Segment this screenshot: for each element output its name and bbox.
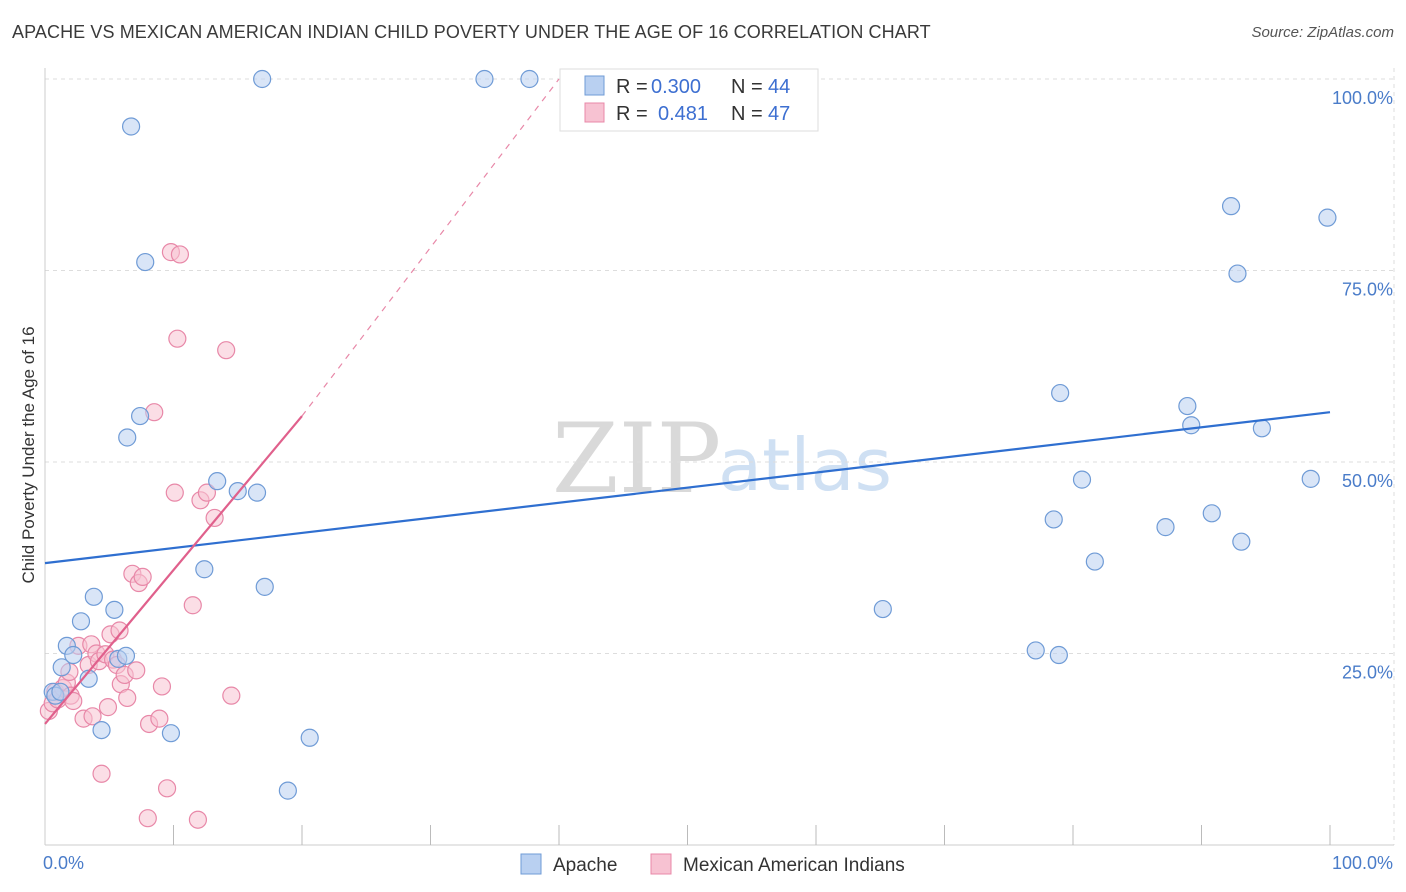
y-tick-label-1: 50.0% [1342,471,1393,491]
apache-point-37 [1182,416,1201,435]
apache-point-18 [195,560,214,579]
mexican-point-17 [98,698,118,717]
apache-point-3 [52,658,71,677]
apache-point-21 [247,483,267,502]
legend-r-value-mexican: 0.481 [658,103,708,125]
apache-point-32 [1085,552,1104,571]
mexican-point-26 [127,661,146,680]
mexican-point-21 [110,621,129,640]
mexican-point-36 [165,483,184,502]
apache-point-29 [1044,510,1063,529]
legend-swatch-apache [584,75,605,96]
apache-point-5 [64,645,83,665]
apache-point-39 [1221,197,1241,216]
legend-n-value-mexican: 47 [768,103,790,125]
apache-point-30 [1051,383,1070,403]
mexican-point-32 [150,709,169,728]
chart-source: Source: ZipAtlas.com [1251,24,1394,41]
apache-point-33 [1026,641,1045,660]
apache-point-40 [1228,264,1247,283]
apache-point-17 [161,724,181,743]
apache-point-6 [71,612,91,631]
mexican-point-46 [83,707,102,726]
legend-n-value-apache: 44 [768,76,790,98]
apache-point-36 [1178,396,1197,416]
apache-point-26 [475,69,494,89]
mexican-point-43 [205,508,224,528]
apache-point-2 [51,682,70,701]
bottom-legend-label-mexican: Mexican American Indians [683,855,905,876]
bottom-legend-swatch-mexican [650,853,672,875]
y-tick-label-3: 100.0% [1332,88,1393,108]
x-ticks: 0.0% 100.0% [43,853,1393,873]
trend-line-mexican [44,415,303,725]
apache-point-31 [1072,470,1092,489]
correlation-legend: R = 0.300 N = 44 R = 0.481 N = 47 [559,68,819,132]
series-legend: Apache Mexican American Indians [520,853,905,876]
legend-n-label-apache: N = [731,76,763,98]
watermark-zip: ZIP [552,403,721,515]
x-tick-label-1: 100.0% [1332,853,1393,873]
apache-point-19 [208,472,227,491]
mexican-point-33 [152,677,172,696]
mexican-point-24 [118,688,137,708]
y-tick-label-0: 25.0% [1342,663,1393,683]
mexican-point-38 [170,245,190,264]
mexican-point-28 [133,567,152,587]
y-axis-label: Child Poverty Under the Age of 16 [19,326,38,583]
apache-point-28 [873,599,892,619]
trend-line-apache [44,411,1331,565]
apache-point-14 [121,117,141,136]
mexican-point-44 [217,341,236,360]
apache-point-22 [253,69,272,89]
apache-point-38 [1202,504,1221,523]
apache-point-44 [1318,208,1337,227]
mexican-point-29 [138,809,157,828]
apache-point-15 [130,406,150,426]
apache-point-9 [92,720,111,740]
apache-point-42 [1252,419,1271,438]
apache-point-23 [255,577,274,596]
legend-r-label-mexican: R = [616,103,648,125]
mexican-point-37 [168,329,187,348]
apache-point-8 [84,587,103,606]
watermark: ZIP atlas [552,403,892,515]
apache-point-27 [520,69,539,89]
mexican-point-45 [222,686,241,705]
mexican-point-15 [92,764,111,783]
apache-point-25 [300,728,319,747]
legend-r-label-apache: R = [616,76,648,98]
series-apache [43,69,1337,800]
mexican-point-34 [157,779,177,798]
apache-point-13 [118,428,137,447]
x-tick-label-0: 0.0% [43,853,84,873]
apache-point-12 [116,646,136,665]
watermark-atlas: atlas [718,423,892,507]
legend-n-label-mexican: N = [731,103,763,125]
bottom-legend-swatch-apache [520,853,542,875]
trend-line-mexican-extension [301,78,560,417]
chart-title: APACHE VS MEXICAN AMERICAN INDIAN CHILD … [12,22,931,42]
apache-point-35 [1156,518,1175,537]
apache-point-43 [1301,469,1320,488]
apache-point-41 [1232,532,1251,551]
y-ticks: 25.0% 50.0% 75.0% 100.0% [1332,88,1393,683]
y-tick-label-2: 75.0% [1342,280,1393,300]
apache-point-24 [278,781,297,800]
legend-r-value-apache: 0.300 [651,76,701,98]
trend-lines [44,78,1331,725]
legend-swatch-mexican [584,102,605,123]
mexican-point-40 [188,810,208,829]
bottom-legend-label-apache: Apache [553,855,617,876]
mexican-point-42 [197,483,217,502]
apache-point-34 [1049,645,1068,665]
mexican-point-39 [183,596,202,615]
apache-point-10 [105,600,124,619]
apache-point-16 [136,252,155,272]
series-mexican-american-indians [39,243,241,829]
